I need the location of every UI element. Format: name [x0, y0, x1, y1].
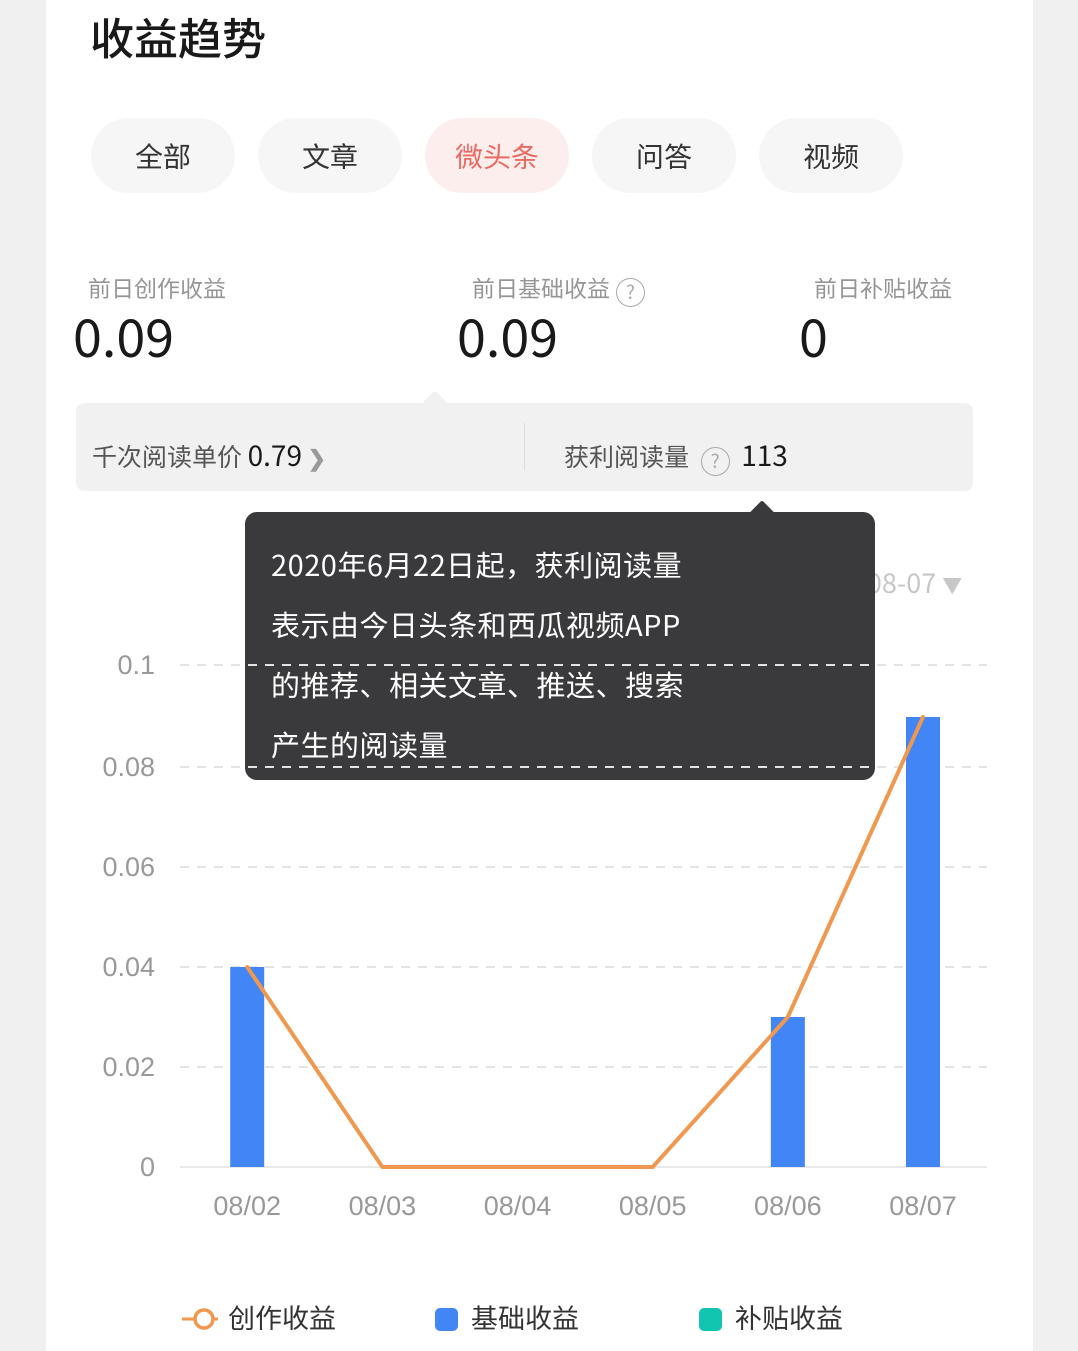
svg-text:基础收益: 基础收益: [471, 1297, 579, 1336]
svg-text:创作收益: 创作收益: [228, 1297, 336, 1336]
svg-text:0.08: 0.08: [102, 752, 155, 782]
svg-text:0.06: 0.06: [102, 852, 155, 882]
svg-text:0: 0: [140, 1152, 155, 1182]
svg-text:08/05: 08/05: [619, 1191, 687, 1221]
svg-text:08/03: 08/03: [349, 1191, 417, 1221]
svg-text:0.02: 0.02: [102, 1052, 155, 1082]
svg-text:0.04: 0.04: [102, 952, 155, 982]
svg-text:08/07: 08/07: [889, 1191, 957, 1221]
svg-text:补贴收益: 补贴收益: [735, 1297, 843, 1336]
svg-text:0.1: 0.1: [117, 650, 155, 680]
svg-text:08/06: 08/06: [754, 1191, 822, 1221]
svg-text:08/04: 08/04: [484, 1191, 552, 1221]
svg-text:08/02: 08/02: [213, 1191, 281, 1221]
